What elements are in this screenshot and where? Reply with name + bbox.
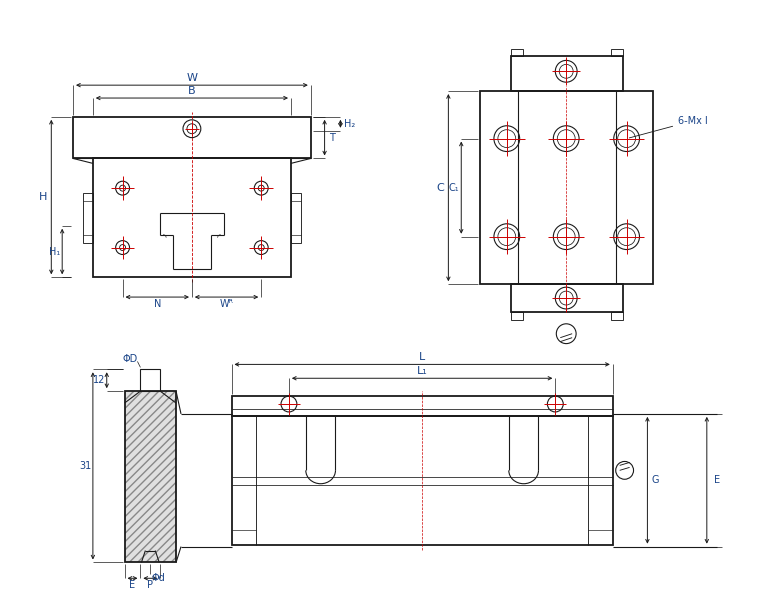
- Bar: [511, 312, 523, 320]
- Text: E: E: [714, 476, 720, 485]
- Text: 12: 12: [92, 375, 105, 385]
- Text: T: T: [329, 133, 334, 143]
- Bar: [140, 369, 160, 391]
- Text: ΦD: ΦD: [123, 355, 138, 365]
- Text: B: B: [188, 86, 196, 96]
- Bar: [291, 193, 301, 242]
- Text: L₁: L₁: [417, 366, 427, 376]
- Text: W: W: [186, 73, 197, 83]
- Bar: [611, 48, 623, 57]
- Text: Φd: Φd: [152, 573, 165, 584]
- Bar: [511, 57, 623, 91]
- Bar: [83, 193, 93, 242]
- Text: G: G: [651, 476, 659, 485]
- Bar: [480, 91, 654, 284]
- Bar: [93, 159, 291, 277]
- Text: H₁: H₁: [49, 247, 60, 257]
- Text: C₁: C₁: [448, 183, 459, 193]
- Text: Wᴿ: Wᴿ: [219, 299, 233, 309]
- Bar: [73, 117, 311, 159]
- Bar: [511, 284, 623, 312]
- Bar: [232, 416, 613, 545]
- Bar: [125, 391, 176, 562]
- Text: 6-Mx l: 6-Mx l: [629, 116, 708, 138]
- Bar: [511, 48, 523, 57]
- Bar: [232, 396, 613, 416]
- Text: H₂: H₂: [343, 119, 355, 129]
- Text: 31: 31: [79, 461, 91, 471]
- Bar: [611, 312, 623, 320]
- Text: E: E: [129, 580, 136, 590]
- Text: L: L: [419, 352, 425, 362]
- Text: C: C: [437, 183, 444, 193]
- Text: P: P: [147, 580, 153, 590]
- Bar: [125, 391, 176, 562]
- Text: H: H: [39, 192, 48, 202]
- Text: N: N: [153, 299, 161, 309]
